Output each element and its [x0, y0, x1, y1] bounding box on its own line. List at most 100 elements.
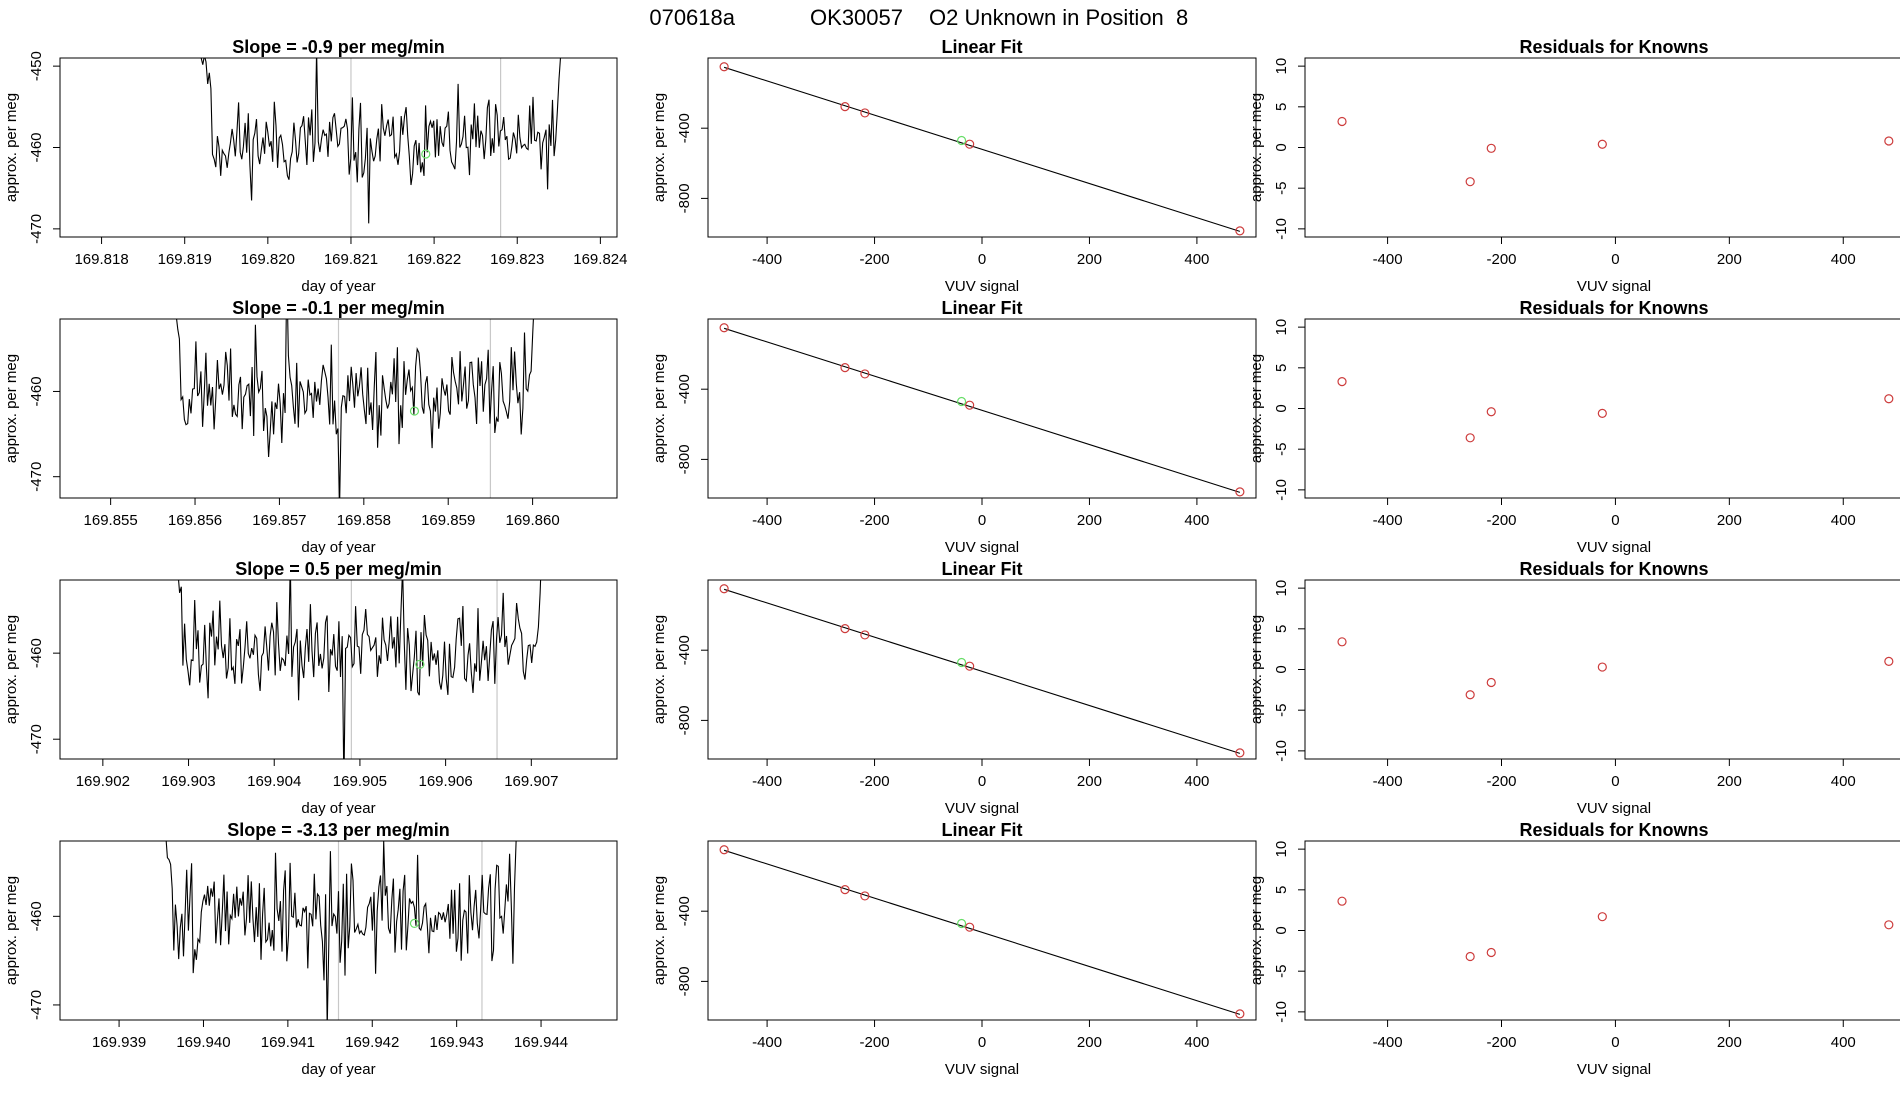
known-standard-point	[1235, 487, 1245, 497]
plot-area	[1337, 896, 1894, 962]
plot-area	[1337, 116, 1894, 187]
known-standard-point	[719, 845, 729, 855]
plot-frame	[1304, 840, 1900, 1021]
plot-frame	[707, 579, 1257, 760]
y-tick-label: -5	[1273, 704, 1290, 717]
residuals-panel-row-3: Residuals for Knowns VUV signal approx. pe…	[1248, 559, 1900, 817]
plot-frame	[59, 840, 618, 1021]
x-tick-label: 200	[1717, 251, 1742, 268]
x-tick-label: 0	[978, 512, 986, 529]
panel-title: Residuals for Knowns	[1519, 559, 1708, 579]
time-series-panel-row-4: Slope = -3.13 per meg/min day of year appr…	[3, 820, 618, 1078]
x-tick-label: 400	[1184, 773, 1209, 790]
x-tick-label: -200	[860, 251, 890, 268]
x-tick-label: -200	[860, 512, 890, 529]
known-standard-point	[965, 139, 975, 149]
y-tick-label: 0	[1273, 665, 1290, 673]
x-tick-label: 0	[1611, 512, 1619, 529]
y-tick-label: -450	[28, 51, 45, 81]
y-tick-label: -5	[1273, 182, 1290, 195]
y-axis-label: approx. per meg	[3, 93, 20, 202]
known-standard-point	[1235, 748, 1245, 758]
x-tick-label: 169.904	[247, 773, 301, 790]
panel-title: Linear Fit	[941, 559, 1022, 579]
known-standard-point	[860, 891, 870, 901]
y-axis-label: approx. per meg	[651, 876, 668, 985]
residual-point	[1337, 896, 1347, 906]
known-standard-point	[840, 363, 850, 373]
panel-grid: Slope = -0.9 per meg/min day of year appro…	[3, 37, 1900, 1078]
plot-frame	[59, 57, 618, 238]
x-tick-label: 400	[1831, 773, 1856, 790]
x-tick-label: 0	[978, 1034, 986, 1051]
y-axis-label: approx. per meg	[1248, 615, 1265, 724]
residual-point	[1597, 408, 1607, 418]
residual-point	[1465, 690, 1475, 700]
plot-area	[200, 58, 562, 237]
x-tick-label: -200	[1486, 773, 1516, 790]
time-series-panel-row-2: Slope = -0.1 per meg/min day of year appro…	[3, 298, 618, 556]
x-tick-label: -400	[752, 773, 782, 790]
linear-fit-panel-row-4: Linear Fit VUV signal approx. per meg -400 -…	[651, 820, 1257, 1078]
fit-line	[723, 849, 1241, 1015]
panel-title: Slope = -3.13 per meg/min	[227, 820, 450, 840]
residual-point	[1337, 377, 1347, 387]
x-tick-label: -400	[1373, 251, 1403, 268]
residual-point	[1486, 947, 1496, 958]
y-tick-label: -400	[676, 896, 693, 926]
signal-trace	[165, 841, 517, 1020]
x-tick-label: 169.858	[337, 512, 391, 529]
unknown-point	[956, 918, 967, 929]
y-tick-label: -10	[1273, 218, 1290, 240]
x-tick-label: 400	[1831, 512, 1856, 529]
plot-frame	[1304, 318, 1900, 499]
residual-point	[1884, 136, 1894, 146]
time-series-panel-row-3: Slope = 0.5 per meg/min day of year approx…	[3, 559, 618, 817]
fit-line	[723, 588, 1241, 754]
x-tick-label: -200	[1486, 512, 1516, 529]
x-tick-label: -200	[1486, 1034, 1516, 1051]
y-tick-label: -5	[1273, 965, 1290, 978]
y-tick-label: -800	[676, 444, 693, 474]
x-tick-label: -400	[1373, 1034, 1403, 1051]
residuals-panel-row-2: Residuals for Knowns VUV signal approx. pe…	[1248, 298, 1900, 556]
fit-line	[723, 66, 1241, 232]
plot-area	[719, 584, 1245, 758]
known-standard-point	[719, 323, 729, 333]
residual-point	[1884, 394, 1894, 404]
x-tick-label: 200	[1077, 1034, 1102, 1051]
x-tick-label: 169.818	[74, 251, 128, 268]
x-axis-label: VUV signal	[945, 1061, 1019, 1078]
panel-title: Residuals for Knowns	[1519, 37, 1708, 57]
x-tick-label: 169.820	[241, 251, 295, 268]
run-id-label: 070618a	[649, 5, 735, 30]
y-tick-label: 0	[1273, 143, 1290, 151]
x-tick-label: 0	[1611, 773, 1619, 790]
x-tick-label: -200	[860, 773, 890, 790]
x-tick-label: -400	[752, 251, 782, 268]
unknown-mean-point	[409, 406, 420, 416]
unknown-point	[956, 396, 967, 407]
panel-title: Linear Fit	[941, 37, 1022, 57]
plot-area	[719, 323, 1245, 497]
unknown-point	[956, 135, 967, 146]
fit-line	[723, 327, 1241, 493]
x-axis-label: VUV signal	[945, 539, 1019, 556]
y-tick-label: -400	[676, 374, 693, 404]
figure-header: 070618a OK30057 O2 Unknown in Position 8	[649, 5, 1188, 30]
panel-title: Residuals for Knowns	[1519, 820, 1708, 840]
signal-trace	[200, 58, 562, 224]
signal-trace	[178, 580, 542, 759]
plot-area	[165, 841, 517, 1020]
plot-frame	[707, 57, 1257, 238]
y-tick-label: -800	[676, 705, 693, 735]
x-tick-label: 169.823	[490, 251, 544, 268]
linear-fit-panel-row-2: Linear Fit VUV signal approx. per meg -400 -…	[651, 298, 1257, 556]
time-series-panel-row-1: Slope = -0.9 per meg/min day of year appro…	[3, 37, 627, 295]
y-tick-label: -400	[676, 113, 693, 143]
x-tick-label: 169.860	[505, 512, 559, 529]
plot-frame	[707, 840, 1257, 1021]
plot-frame	[59, 579, 618, 760]
y-tick-label: -10	[1273, 479, 1290, 501]
